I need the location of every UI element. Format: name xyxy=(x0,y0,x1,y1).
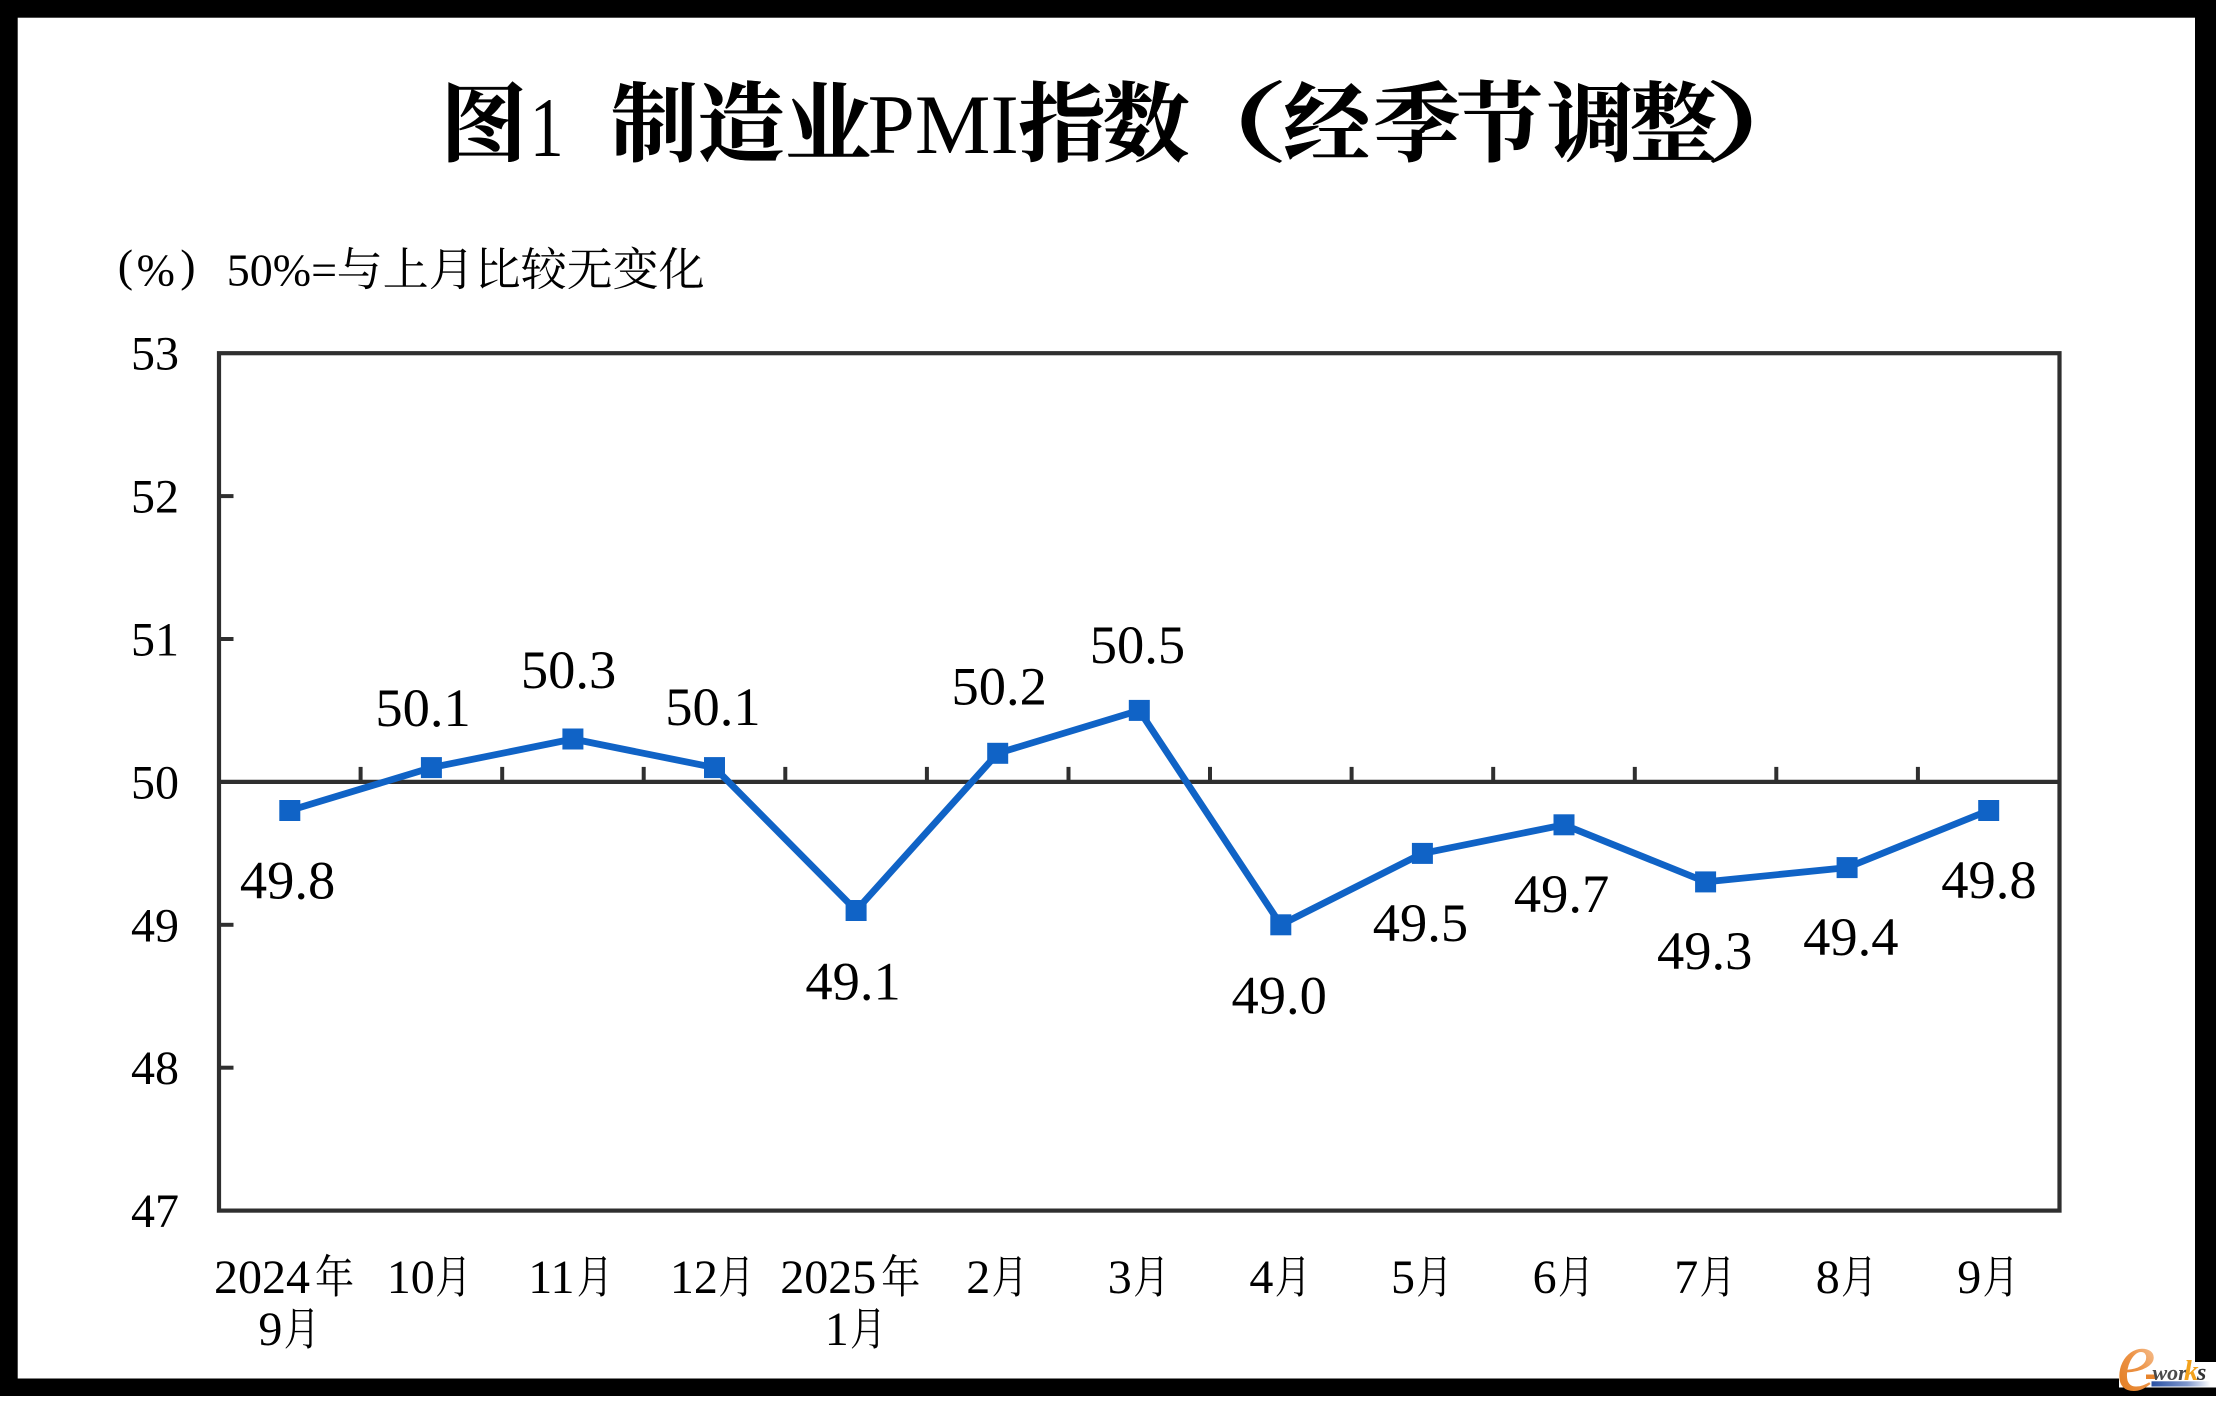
svg-text:48: 48 xyxy=(131,1042,179,1095)
svg-text:k: k xyxy=(2184,1355,2199,1387)
svg-text:11: 11 xyxy=(528,1251,574,1304)
svg-text:49.0: 49.0 xyxy=(1232,965,1327,1026)
svg-text:2024: 2024 xyxy=(214,1251,310,1304)
svg-text:): ) xyxy=(180,240,195,291)
svg-text:e: e xyxy=(2117,1313,2156,1396)
svg-text:2: 2 xyxy=(966,1251,990,1304)
svg-text:47: 47 xyxy=(131,1185,179,1238)
svg-text:8: 8 xyxy=(1816,1251,1840,1304)
svg-text:52: 52 xyxy=(131,471,179,524)
svg-text:1: 1 xyxy=(530,80,564,175)
svg-text:12: 12 xyxy=(670,1251,718,1304)
svg-text:4: 4 xyxy=(1249,1251,1273,1304)
svg-text:PMI: PMI xyxy=(868,78,1019,172)
svg-text:3: 3 xyxy=(1108,1251,1132,1304)
svg-text:49.7: 49.7 xyxy=(1514,863,1609,924)
svg-text:s: s xyxy=(2196,1360,2206,1386)
svg-text:51: 51 xyxy=(131,614,179,667)
svg-text:49.8: 49.8 xyxy=(240,849,335,910)
svg-text:9: 9 xyxy=(258,1303,282,1356)
svg-text:2025: 2025 xyxy=(780,1251,876,1304)
svg-text:50.1: 50.1 xyxy=(665,676,760,737)
svg-text:6: 6 xyxy=(1533,1251,1557,1304)
svg-text:49.4: 49.4 xyxy=(1803,906,1898,967)
svg-text:9: 9 xyxy=(1957,1251,1981,1304)
svg-text:50%=: 50%= xyxy=(227,245,337,296)
svg-text:7: 7 xyxy=(1674,1251,1698,1304)
svg-text:wor: wor xyxy=(2153,1360,2188,1385)
svg-text:10: 10 xyxy=(387,1251,435,1304)
svg-text:50: 50 xyxy=(131,756,179,809)
svg-text:50.3: 50.3 xyxy=(521,639,616,700)
svg-text:53: 53 xyxy=(131,328,179,381)
svg-text:50.1: 50.1 xyxy=(375,677,470,738)
svg-text:49.3: 49.3 xyxy=(1657,920,1752,981)
svg-text:50.5: 50.5 xyxy=(1090,614,1185,675)
svg-text:49.1: 49.1 xyxy=(805,951,900,1012)
svg-text:5: 5 xyxy=(1391,1251,1415,1304)
svg-text:49.5: 49.5 xyxy=(1373,892,1468,953)
svg-text:49.8: 49.8 xyxy=(1941,849,2036,910)
svg-text:%: % xyxy=(137,245,175,296)
svg-text:1: 1 xyxy=(825,1303,849,1356)
svg-text:(: ( xyxy=(118,240,133,291)
svg-text:50.2: 50.2 xyxy=(952,656,1047,717)
svg-text:49: 49 xyxy=(131,899,179,952)
